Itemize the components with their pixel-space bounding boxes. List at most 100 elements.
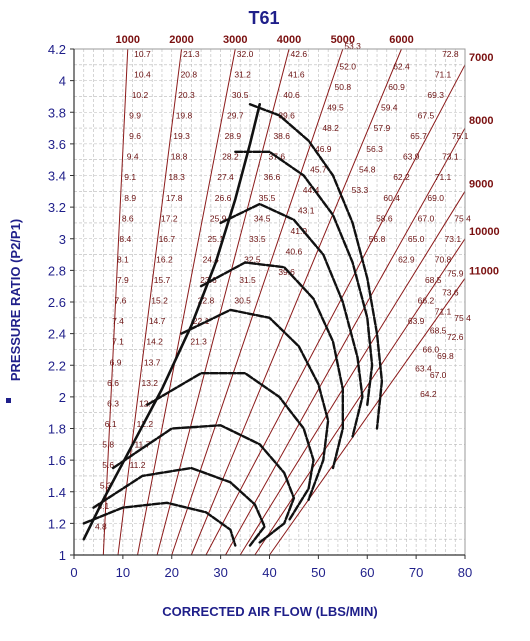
efficiency-value-label: 25.1: [207, 234, 224, 244]
efficiency-value-label: 44.4: [303, 185, 320, 195]
efficiency-value-label: 24.4: [203, 254, 220, 264]
efficiency-value-label: 13.2: [141, 378, 158, 388]
y-tick-label: 1.8: [48, 422, 66, 437]
efficiency-value-label: 8.4: [119, 234, 131, 244]
efficiency-value-label: 73.1: [442, 152, 459, 162]
efficiency-contour: [234, 150, 374, 406]
efficiency-value-label: 20.8: [181, 69, 198, 79]
efficiency-value-label: 54.8: [359, 164, 376, 174]
efficiency-contour: [219, 202, 364, 438]
efficiency-value-label: 71.1: [435, 172, 452, 182]
speed-line: [102, 48, 129, 556]
efficiency-value-label: 12.2: [137, 419, 154, 429]
efficiency-value-label: 75.4: [454, 313, 471, 323]
efficiency-contour: [146, 372, 315, 522]
efficiency-value-label: 75.9: [447, 269, 464, 279]
speed-line: [117, 48, 183, 556]
efficiency-value-label: 72.8: [442, 49, 459, 59]
efficiency-value-label: 32.0: [237, 49, 254, 59]
y-tick-label: 3.8: [48, 105, 66, 120]
speed-line: [225, 127, 466, 556]
efficiency-value-label: 69.0: [427, 193, 444, 203]
speed-line: [137, 48, 236, 556]
efficiency-value-label: 67.0: [418, 213, 435, 223]
speed-line-label: 9000: [469, 178, 493, 190]
x-axis-label: CORRECTED AIR FLOW (LBS/MIN): [162, 604, 377, 619]
efficiency-value-label: 72.6: [447, 332, 464, 342]
efficiency-value-label: 45.7: [310, 164, 327, 174]
efficiency-value-label: 19.3: [173, 131, 190, 141]
speed-line-label: 4000: [277, 34, 301, 46]
efficiency-value-label: 62.9: [398, 254, 415, 264]
efficiency-value-label: 30.5: [234, 296, 251, 306]
efficiency-value-label: 4.8: [95, 522, 107, 532]
speed-line-label: 7000: [469, 52, 493, 64]
speed-line: [254, 238, 466, 556]
y-tick-label: 4: [59, 74, 66, 89]
efficiency-value-label: 34.5: [254, 213, 271, 223]
efficiency-value-label: 7.4: [112, 316, 124, 326]
efficiency-value-label: 60.4: [383, 193, 400, 203]
efficiency-value-label: 38.6: [273, 131, 290, 141]
y-tick-label: 4.2: [48, 42, 66, 57]
efficiency-value-label: 10.4: [134, 69, 151, 79]
y-tick-label: 3: [59, 232, 66, 247]
speed-line: [190, 48, 402, 556]
efficiency-value-label: 5.6: [102, 460, 114, 470]
efficiency-value-label: 6.9: [110, 357, 122, 367]
y-tick-label: 1.2: [48, 516, 66, 531]
speed-line-label: 3000: [223, 34, 247, 46]
y-tick-label: 3.2: [48, 200, 66, 215]
efficiency-value-label: 10.7: [134, 49, 151, 59]
efficiency-value-label: 18.8: [171, 152, 188, 162]
efficiency-value-label: 6.1: [105, 419, 117, 429]
efficiency-value-label: 49.5: [327, 103, 344, 113]
efficiency-value-label: 14.7: [149, 316, 166, 326]
efficiency-value-label: 5.8: [102, 439, 114, 449]
efficiency-value-label: 29.7: [227, 111, 244, 121]
efficiency-value-label: 6.6: [107, 378, 119, 388]
efficiency-value-label: 71.1: [435, 307, 452, 317]
efficiency-value-label: 58.6: [376, 213, 393, 223]
efficiency-value-label: 73.6: [442, 288, 459, 298]
efficiency-value-label: 69.3: [427, 90, 444, 100]
y-axis-marker: [6, 398, 11, 403]
y-tick-label: 1.4: [48, 485, 66, 500]
x-tick-label: 30: [213, 565, 227, 580]
efficiency-value-label: 7.6: [115, 296, 127, 306]
efficiency-value-label: 25.9: [210, 213, 227, 223]
efficiency-value-label: 60.9: [388, 82, 405, 92]
efficiency-value-label: 65.0: [408, 234, 425, 244]
efficiency-value-label: 31.2: [234, 69, 251, 79]
x-tick-label: 40: [262, 565, 276, 580]
y-tick-label: 2.4: [48, 327, 66, 342]
efficiency-value-label: 27.4: [217, 172, 234, 182]
efficiency-value-label: 15.7: [154, 275, 171, 285]
y-tick-label: 2.6: [48, 295, 66, 310]
efficiency-value-label: 66.2: [418, 296, 435, 306]
efficiency-value-label: 64.2: [420, 389, 437, 399]
y-tick-label: 1.6: [48, 453, 66, 468]
efficiency-value-label: 22.8: [198, 296, 215, 306]
efficiency-contour: [111, 424, 296, 544]
chart-title: T61: [248, 8, 279, 28]
efficiency-value-label: 22.1: [193, 316, 210, 326]
efficiency-value-label: 63.9: [403, 152, 420, 162]
y-tick-label: 3.4: [48, 169, 66, 184]
efficiency-value-label: 28.2: [222, 152, 239, 162]
y-tick-label: 3.6: [48, 137, 66, 152]
efficiency-value-label: 40.6: [283, 90, 300, 100]
speed-line-label: 10000: [469, 226, 500, 238]
efficiency-value-label: 18.3: [168, 172, 185, 182]
efficiency-value-label: 62.4: [393, 62, 410, 72]
y-tick-label: 2: [59, 390, 66, 405]
speed-line-label: 2000: [169, 34, 193, 46]
x-tick-label: 70: [409, 565, 423, 580]
x-tick-label: 80: [458, 565, 472, 580]
y-tick-labels: 1 1.2 1.4 1.6 1.8 2 2.2 2.4 2.6 2.8 3 3.2 3.4 3.6 3.8 4…: [48, 42, 74, 563]
efficiency-value-label: 11.2: [130, 460, 146, 470]
efficiency-value-label: 9.6: [129, 131, 141, 141]
efficiency-contour: [82, 501, 237, 547]
